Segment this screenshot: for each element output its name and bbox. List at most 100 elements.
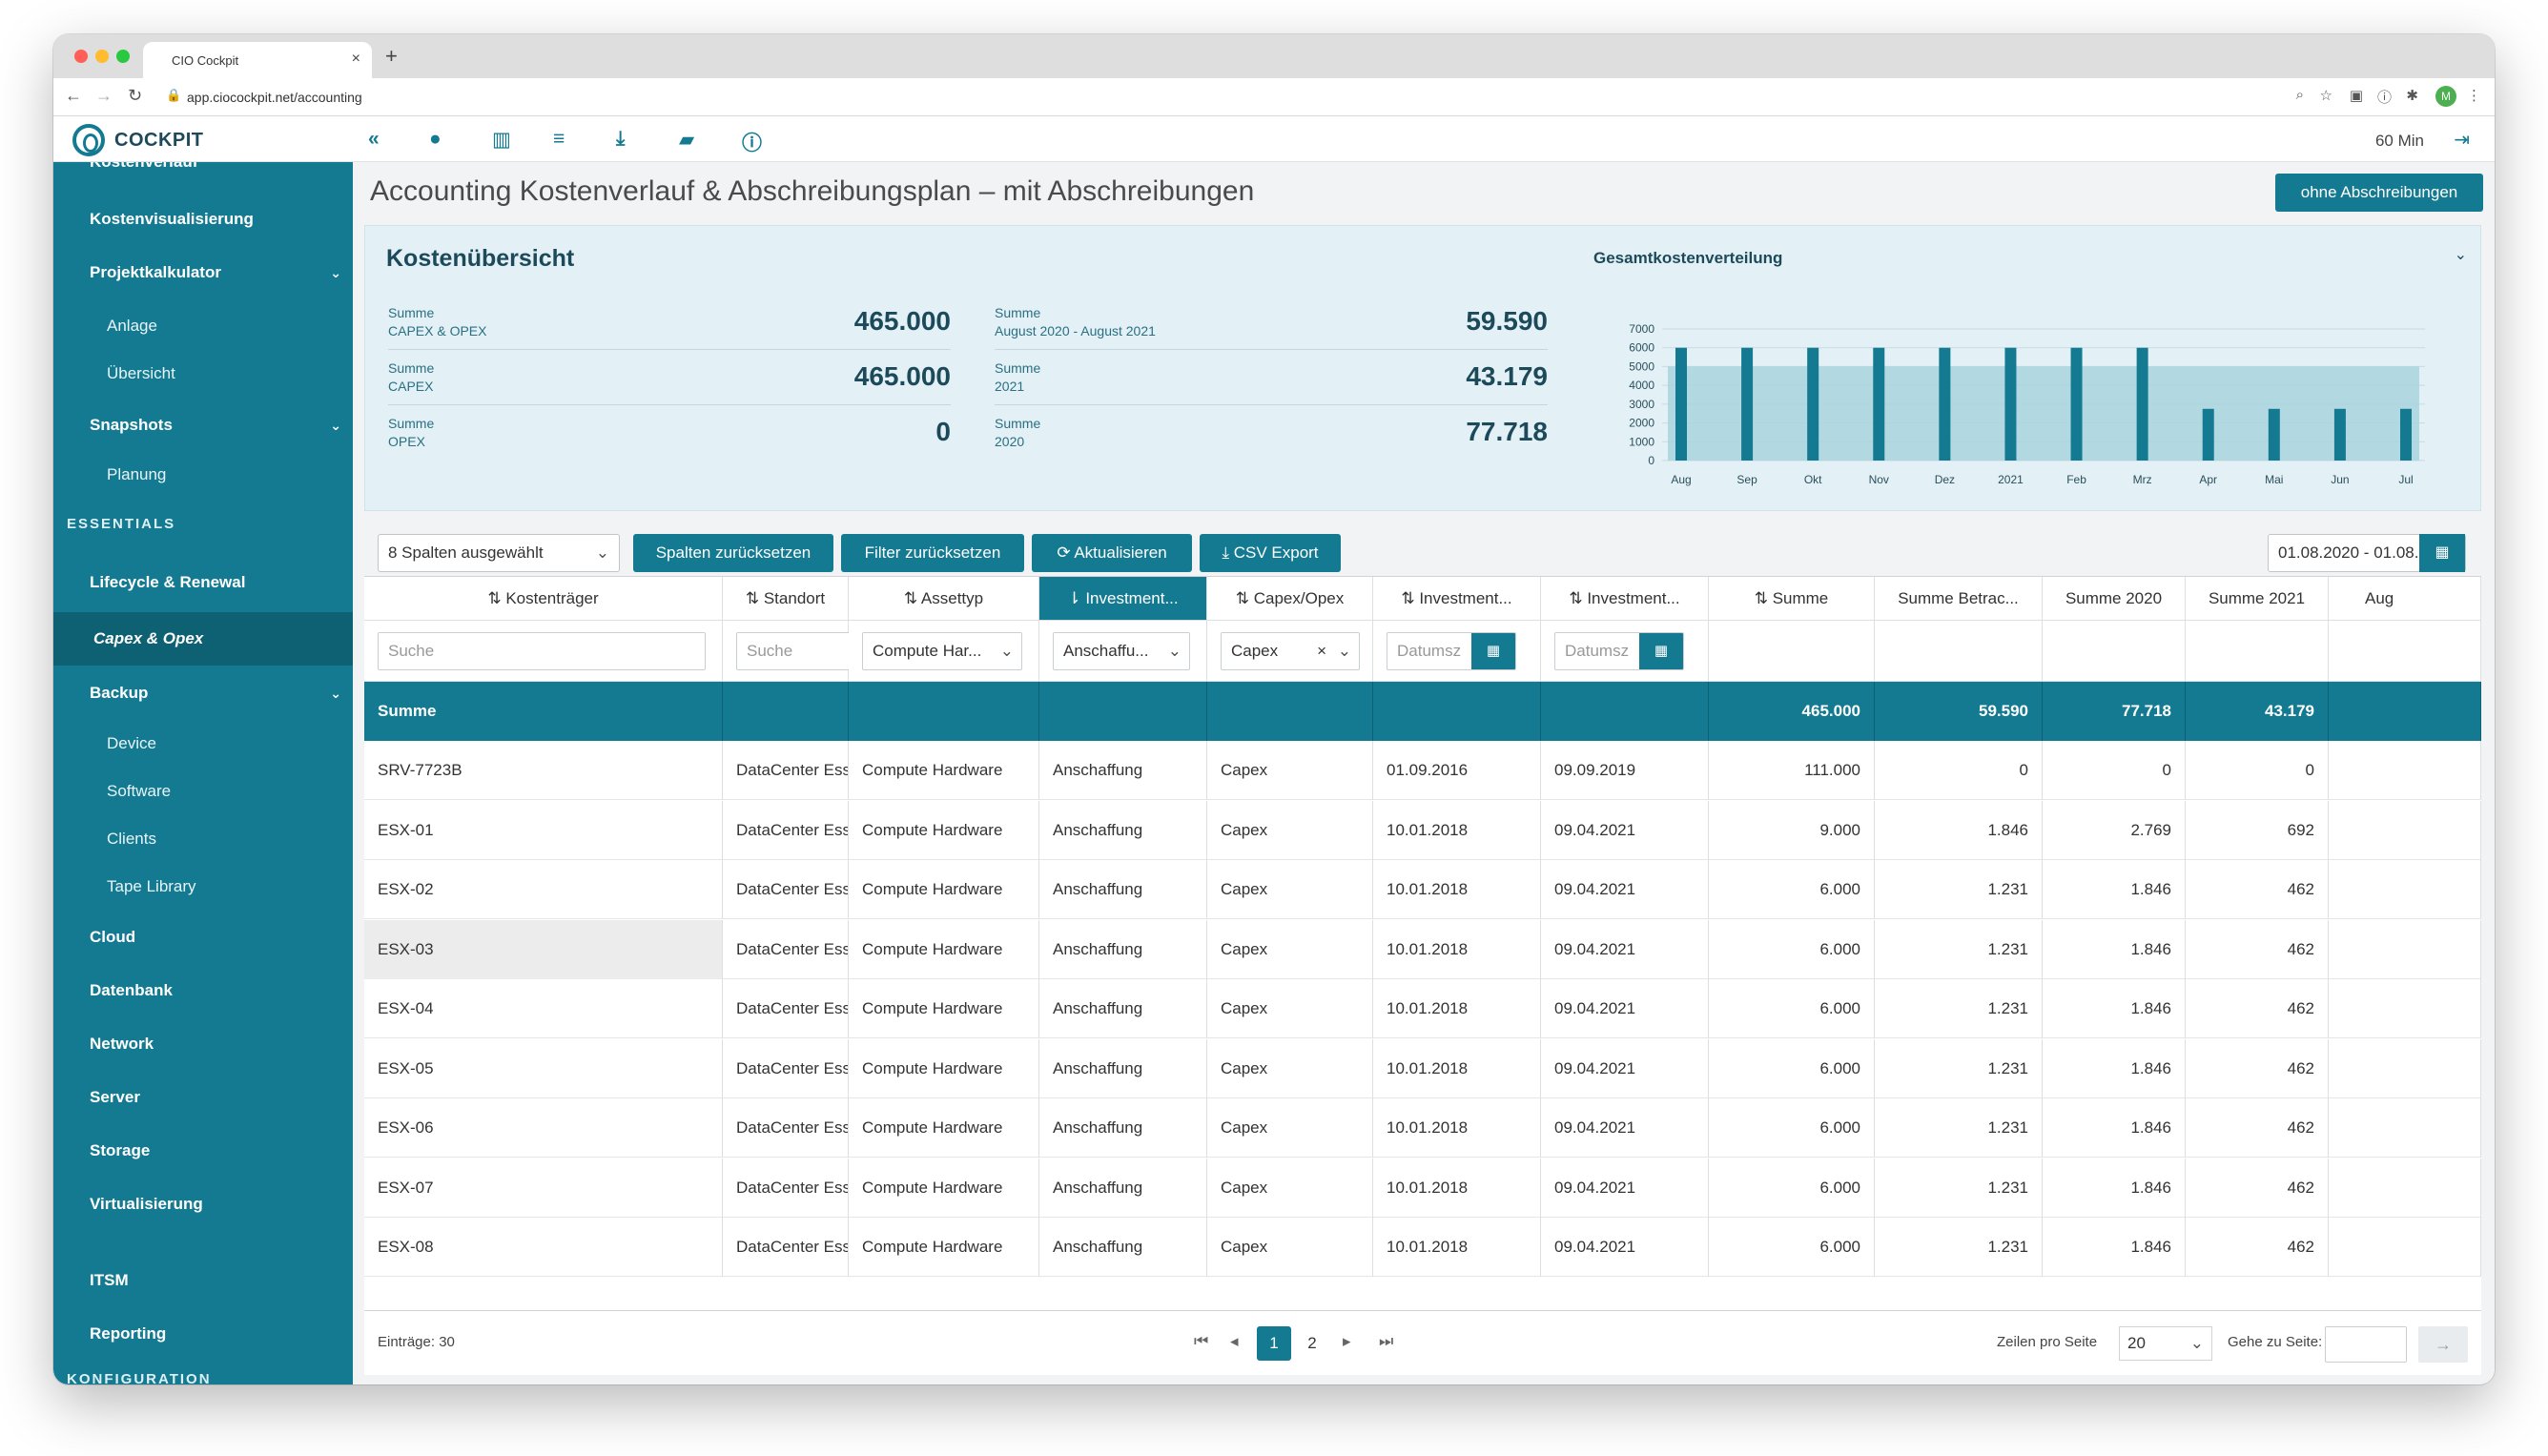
new-tab-icon[interactable]: +	[385, 44, 398, 68]
zoom-icon[interactable]: ⌕	[2295, 87, 2304, 103]
kpi-label: Summe CAPEX	[388, 360, 435, 394]
sidebar-item-anlage[interactable]: Anlage	[53, 305, 353, 347]
page-1-button[interactable]: 1	[1257, 1326, 1291, 1361]
building-icon[interactable]: ▥	[492, 129, 511, 151]
next-page-icon[interactable]: ▸	[1343, 1332, 1351, 1350]
date-range-field[interactable]: 01.08.2020 - 01.08.2021 ▦	[2268, 534, 2466, 572]
column-header-kostentraeger[interactable]: ⇅ Kostenträger	[364, 577, 723, 621]
sidebar-item-uebersicht[interactable]: Übersicht	[53, 353, 353, 395]
note-icon[interactable]: ▰	[679, 129, 695, 151]
sidebar-item-storage[interactable]: Storage	[53, 1129, 353, 1173]
forward-icon[interactable]: →	[95, 86, 113, 105]
sidebar-item-tape-library[interactable]: Tape Library	[53, 866, 353, 908]
goto-page-input[interactable]	[2325, 1326, 2407, 1363]
column-header-summe-2020[interactable]: Summe 2020	[2043, 577, 2186, 621]
puzzle-icon[interactable]: ✱	[2406, 88, 2418, 104]
goto-page-button[interactable]: →	[2418, 1326, 2468, 1363]
info-icon[interactable]: ⓘ	[742, 133, 762, 154]
sidebar-item-capex-opex[interactable]: Capex & Opex	[53, 612, 353, 666]
sidebar-item-snapshots[interactable]: Snapshots ⌄	[53, 404, 353, 446]
column-header-summe-2021[interactable]: Summe 2021	[2186, 577, 2329, 621]
prev-page-icon[interactable]: ◂	[1230, 1332, 1239, 1350]
minimize-window-button[interactable]	[95, 50, 109, 63]
sidebar-item-datenbank[interactable]: Datenbank	[53, 969, 353, 1013]
assettyp-filter-select[interactable]: Compute Har... ⌄	[862, 632, 1022, 670]
sidebar: Kostenverlauf Kostenvisualisierung Proje…	[53, 162, 353, 1384]
extension-icon[interactable]: ▣	[2349, 88, 2363, 104]
sliders-icon[interactable]: ≡	[553, 128, 565, 150]
reset-filters-button[interactable]: Filter zurücksetzen	[841, 534, 1024, 572]
maximize-window-button[interactable]	[116, 50, 130, 63]
chevron-down-icon[interactable]: ⌄	[2454, 247, 2467, 263]
calendar-icon[interactable]: ▦	[1471, 633, 1515, 669]
sidebar-item-backup[interactable]: Backup ⌄	[53, 669, 353, 717]
columns-select[interactable]: 8 Spalten ausgewählt ⌄	[378, 534, 620, 572]
sidebar-item-device[interactable]: Device	[53, 723, 353, 765]
browser-tab[interactable]: CIO Cockpit ×	[143, 42, 372, 78]
column-header-investment-typ[interactable]: ⇂ Investment...	[1039, 577, 1207, 621]
url-field[interactable]: app.ciocockpit.net/accounting	[187, 90, 362, 105]
reload-icon[interactable]: ↻	[128, 86, 143, 105]
column-header-summe-betrachtung[interactable]: Summe Betrac...	[1875, 577, 2043, 621]
back-icon[interactable]: ←	[65, 86, 82, 105]
reset-columns-button[interactable]: Spalten zurücksetzen	[633, 534, 833, 572]
last-page-icon[interactable]: ⏭	[1379, 1332, 1394, 1350]
first-page-icon[interactable]: ⏮	[1194, 1332, 1209, 1350]
sidebar-item-server[interactable]: Server	[53, 1076, 353, 1119]
close-window-button[interactable]	[74, 50, 88, 63]
sidebar-item-clients[interactable]: Clients	[53, 818, 353, 860]
investment-filter-select[interactable]: Anschaffu... ⌄	[1053, 632, 1190, 670]
profile-avatar[interactable]: M	[2435, 86, 2456, 107]
calendar-icon[interactable]: ▦	[2419, 534, 2465, 572]
sidebar-section-label: KONFIGURATION	[67, 1371, 212, 1384]
clear-icon[interactable]: ×	[1317, 642, 1326, 660]
date-filter-start[interactable]: Datumsz ▦	[1387, 632, 1516, 670]
sidebar-item-projektkalkulator[interactable]: Projektkalkulator ⌄	[53, 252, 353, 294]
page-2-button[interactable]: 2	[1307, 1334, 1317, 1352]
column-header-assettyp[interactable]: ⇅ Assettyp	[849, 577, 1039, 621]
sidebar-item-network[interactable]: Network	[53, 1022, 353, 1066]
ohne-abschreibungen-button[interactable]: ohne Abschreibungen	[2275, 174, 2483, 212]
sidebar-item-virtualisierung[interactable]: Virtualisierung	[53, 1182, 353, 1226]
column-header-capex-opex[interactable]: ⇅ Capex/Opex	[1207, 577, 1373, 621]
sidebar-item-planung[interactable]: Planung	[53, 454, 353, 496]
column-header-investment-end[interactable]: ⇅ Investment...	[1541, 577, 1709, 621]
kpi-opex: Summe OPEX 0	[388, 407, 951, 461]
capex-filter-select[interactable]: Capex × ⌄	[1221, 632, 1360, 670]
tab-close-icon[interactable]: ×	[351, 51, 360, 67]
column-header-summe[interactable]: ⇅ Summe	[1709, 577, 1875, 621]
refresh-button[interactable]: ⟳ Aktualisieren	[1032, 534, 1192, 572]
download-icon[interactable]: ⤓	[616, 128, 626, 150]
csv-export-button[interactable]: ⤓ CSV Export	[1200, 534, 1341, 572]
sidebar-item-lifecycle-renewal[interactable]: Lifecycle & Renewal	[53, 559, 353, 606]
sidebar-item-kostenvisualisierung[interactable]: Kostenvisualisierung	[53, 198, 353, 240]
sidebar-item-cloud[interactable]: Cloud	[53, 915, 353, 959]
logout-icon[interactable]: ⇥	[2454, 130, 2470, 151]
calendar-icon[interactable]: ▦	[1639, 633, 1683, 669]
search-input-kostentraeger[interactable]: Suche	[378, 632, 706, 670]
column-header-standort[interactable]: ⇅ Standort	[723, 577, 849, 621]
menu-dots-icon[interactable]: ⋮	[2467, 88, 2481, 104]
sidebar-item-kostenverlauf[interactable]: Kostenverlauf	[53, 162, 353, 183]
sidebar-item-reporting[interactable]: Reporting	[53, 1312, 353, 1356]
cell-summe-betrachtung: 1.846	[1875, 800, 2043, 860]
collapse-sidebar-icon[interactable]: «	[368, 128, 380, 150]
date-filter-end[interactable]: Datumsz ▦	[1554, 632, 1684, 670]
user-icon[interactable]: ●	[429, 128, 442, 150]
rows-per-page-select[interactable]: 20 ⌄	[2119, 1326, 2212, 1361]
info-extension-icon[interactable]: ⓘ	[2376, 90, 2392, 106]
column-header-aug[interactable]: Aug	[2329, 577, 2481, 621]
bookmark-star-icon[interactable]: ☆	[2319, 88, 2332, 104]
sidebar-item-software[interactable]: Software	[53, 770, 353, 812]
column-header-investment-start[interactable]: ⇅ Investment...	[1373, 577, 1541, 621]
sidebar-item-itsm[interactable]: ITSM	[53, 1259, 353, 1302]
